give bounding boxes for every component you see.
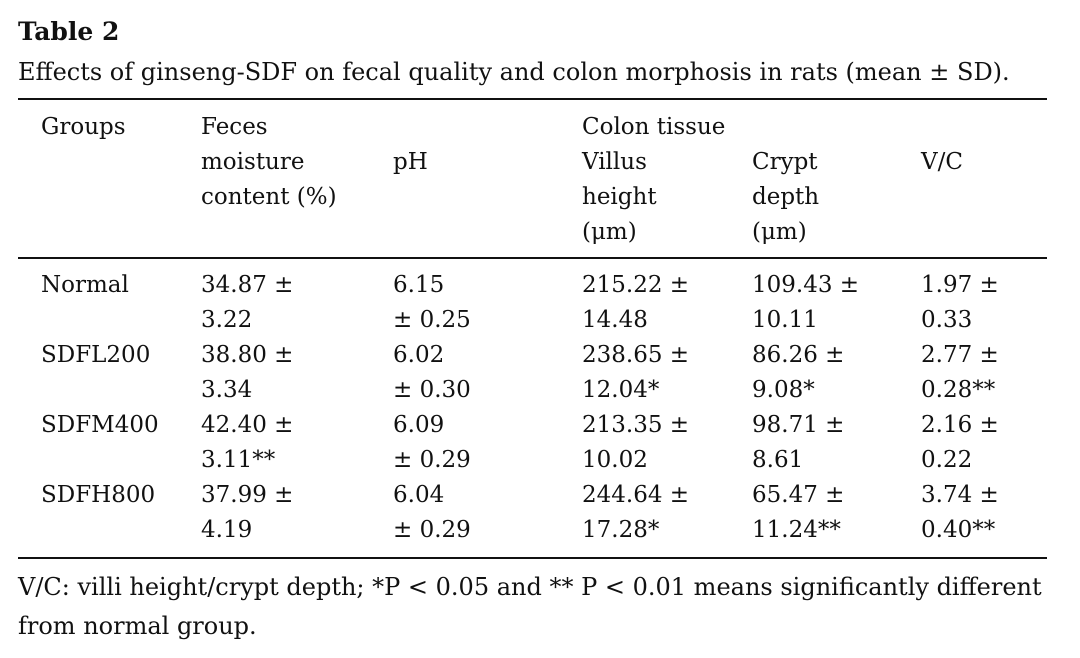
row-normal-ph-b: ± 0.25 [393, 307, 471, 333]
row-sdfm400-moisture-a: 42.40 ± [201, 412, 294, 438]
top-rule [18, 98, 1047, 100]
row-sdfm400-villus-b: 10.02 [582, 447, 648, 473]
row-sdfl200-vc-a: 2.77 ± [921, 342, 999, 368]
header-villus-line3: (μm) [582, 219, 637, 245]
row-sdfh800-ph-b: ± 0.29 [393, 517, 471, 543]
row-normal-villus-b: 14.48 [582, 307, 648, 333]
header-feces: Feces [201, 114, 268, 140]
header-ph: pH [393, 149, 428, 175]
row-normal-group: Normal [41, 272, 129, 298]
row-normal-vc-a: 1.97 ± [921, 272, 999, 298]
row-sdfh800-ph-a: 6.04 [393, 482, 445, 508]
footnote-text: V/C: villi height/crypt depth; *P < 0.05… [18, 573, 1042, 640]
header-villus-line1: Villus [582, 149, 647, 175]
header-vc: V/C [921, 149, 963, 175]
header-colon-tissue: Colon tissue [582, 114, 726, 140]
row-sdfh800-villus-b: 17.28* [582, 517, 660, 543]
row-sdfl200-group: SDFL200 [41, 342, 151, 368]
row-sdfm400-vc-a: 2.16 ± [921, 412, 999, 438]
row-normal-crypt-b: 10.11 [752, 307, 818, 333]
row-normal-vc-b: 0.33 [921, 307, 973, 333]
row-sdfm400-moisture-b: 3.11** [201, 447, 276, 473]
row-sdfl200-villus-b: 12.04* [582, 377, 660, 403]
row-sdfh800-vc-a: 3.74 ± [921, 482, 999, 508]
row-sdfh800-moisture-a: 37.99 ± [201, 482, 294, 508]
header-rule [18, 257, 1047, 259]
row-normal-moisture-b: 3.22 [201, 307, 253, 333]
row-normal-villus-a: 215.22 ± [582, 272, 690, 298]
row-sdfm400-group: SDFM400 [41, 412, 159, 438]
header-villus-line2: height [582, 184, 657, 210]
header-crypt-line3: (μm) [752, 219, 807, 245]
row-sdfm400-villus-a: 213.35 ± [582, 412, 690, 438]
table-footnote: V/C: villi height/crypt depth; *P < 0.05… [18, 568, 1048, 646]
row-sdfl200-crypt-b: 9.08* [752, 377, 815, 403]
row-sdfl200-vc-b: 0.28** [921, 377, 996, 403]
row-sdfm400-crypt-b: 8.61 [752, 447, 804, 473]
row-sdfl200-moisture-b: 3.34 [201, 377, 253, 403]
row-sdfm400-vc-b: 0.22 [921, 447, 973, 473]
header-groups: Groups [41, 114, 126, 140]
row-sdfl200-ph-b: ± 0.30 [393, 377, 471, 403]
row-sdfl200-villus-a: 238.65 ± [582, 342, 690, 368]
row-sdfh800-moisture-b: 4.19 [201, 517, 253, 543]
row-sdfh800-group: SDFH800 [41, 482, 156, 508]
table-caption: Effects of ginseng-SDF on fecal quality … [18, 58, 1010, 86]
row-sdfl200-moisture-a: 38.80 ± [201, 342, 294, 368]
header-crypt-line2: depth [752, 184, 820, 210]
row-sdfh800-crypt-a: 65.47 ± [752, 482, 845, 508]
header-moisture-line2: content (%) [201, 184, 337, 210]
row-sdfl200-crypt-a: 86.26 ± [752, 342, 845, 368]
row-sdfm400-ph-b: ± 0.29 [393, 447, 471, 473]
row-sdfl200-ph-a: 6.02 [393, 342, 445, 368]
header-moisture-line1: moisture [201, 149, 305, 175]
row-sdfh800-crypt-b: 11.24** [752, 517, 841, 543]
row-normal-moisture-a: 34.87 ± [201, 272, 294, 298]
row-sdfm400-crypt-a: 98.71 ± [752, 412, 845, 438]
row-normal-crypt-a: 109.43 ± [752, 272, 860, 298]
header-crypt-line1: Crypt [752, 149, 818, 175]
table-title: Table 2 [18, 17, 120, 46]
row-normal-ph-a: 6.15 [393, 272, 445, 298]
row-sdfm400-ph-a: 6.09 [393, 412, 445, 438]
row-sdfh800-villus-a: 244.64 ± [582, 482, 690, 508]
row-sdfh800-vc-b: 0.40** [921, 517, 996, 543]
bottom-rule [18, 557, 1047, 559]
